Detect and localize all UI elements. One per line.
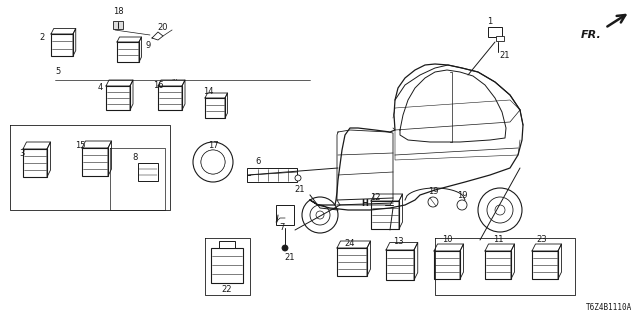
Circle shape: [457, 200, 467, 210]
Bar: [337, 248, 367, 276]
Bar: [158, 86, 182, 110]
Text: 12: 12: [370, 194, 380, 203]
Bar: [205, 98, 225, 118]
Text: 18: 18: [113, 7, 124, 17]
Text: 22: 22: [221, 285, 232, 294]
Text: 19: 19: [428, 188, 438, 196]
Bar: [488, 27, 502, 37]
Text: 21: 21: [500, 51, 510, 60]
Bar: [247, 168, 297, 182]
Circle shape: [193, 142, 233, 182]
Text: 24: 24: [345, 238, 355, 247]
Text: 8: 8: [132, 154, 138, 163]
Text: 21: 21: [285, 253, 295, 262]
Circle shape: [302, 197, 338, 233]
Circle shape: [495, 205, 505, 215]
Bar: [496, 36, 504, 41]
Text: 11: 11: [493, 236, 503, 244]
Text: FR.: FR.: [581, 30, 602, 40]
Text: 13: 13: [393, 237, 403, 246]
Text: 6: 6: [255, 157, 260, 166]
Circle shape: [310, 205, 330, 225]
Text: 2: 2: [40, 34, 45, 43]
Bar: [211, 247, 243, 283]
Circle shape: [282, 245, 288, 251]
Bar: [23, 149, 47, 177]
Circle shape: [201, 150, 225, 174]
Text: H: H: [362, 198, 369, 207]
Circle shape: [487, 197, 513, 223]
Bar: [106, 86, 130, 110]
Bar: [113, 21, 123, 29]
Bar: [138, 163, 158, 181]
Text: 1: 1: [488, 18, 493, 27]
Text: 19: 19: [457, 190, 467, 199]
Bar: [82, 148, 108, 176]
Text: 10: 10: [442, 236, 452, 244]
Bar: [371, 201, 399, 229]
Bar: [434, 251, 460, 279]
Text: 17: 17: [208, 140, 218, 149]
Text: 14: 14: [203, 87, 213, 97]
Bar: [532, 251, 558, 279]
Text: ...: ...: [172, 75, 179, 81]
Circle shape: [316, 211, 324, 219]
Bar: [485, 251, 511, 279]
Text: 23: 23: [537, 236, 547, 244]
Text: 5: 5: [56, 68, 61, 76]
Circle shape: [478, 188, 522, 232]
Text: 4: 4: [97, 84, 102, 92]
Circle shape: [428, 197, 438, 207]
Bar: [117, 42, 139, 62]
Bar: [51, 34, 73, 56]
Bar: [276, 205, 294, 225]
Circle shape: [201, 150, 225, 174]
Circle shape: [295, 175, 301, 181]
Bar: [219, 241, 235, 247]
Text: 15: 15: [75, 140, 85, 149]
Text: 3: 3: [19, 148, 25, 157]
Text: 7: 7: [279, 223, 285, 233]
Text: T6Z4B1110A: T6Z4B1110A: [586, 303, 632, 312]
Text: 16: 16: [153, 81, 163, 90]
Text: 20: 20: [157, 23, 168, 33]
Bar: [386, 250, 414, 280]
Text: 9: 9: [145, 41, 150, 50]
Text: 21: 21: [295, 186, 305, 195]
